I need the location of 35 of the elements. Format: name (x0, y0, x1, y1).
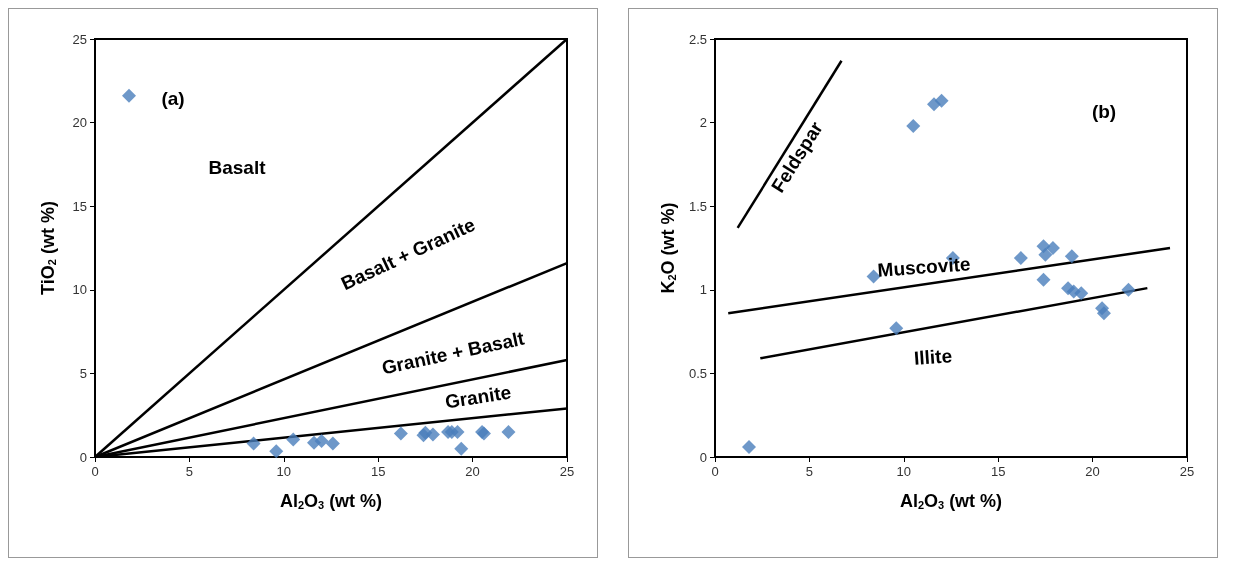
x-tick-label: 15 (370, 464, 386, 479)
y-tick-label: 1.5 (688, 198, 707, 214)
x-tick-label: 0 (91, 464, 99, 479)
x-tick-label: 20 (465, 464, 480, 479)
x-axis-title: Al2O3 (wt %) (279, 490, 383, 511)
y-tick-label: 25 (72, 31, 87, 47)
x-tick-label: 0 (711, 464, 719, 479)
y-tick-label: 20 (72, 115, 87, 131)
x-tick-label: 10 (896, 464, 912, 479)
x-tick-label: 15 (990, 464, 1006, 479)
y-tick-label: 1 (699, 282, 707, 298)
annotation: Illite (913, 345, 953, 369)
x-axis-title: Al2O3 (wt %) (899, 490, 1003, 511)
x-tick-label: 20 (1085, 464, 1100, 479)
y-tick-label: 0.5 (688, 365, 707, 381)
x-tick-label: 5 (805, 464, 814, 479)
y-tick-label: 0 (699, 449, 707, 465)
annotation: Granite + Basalt (379, 327, 527, 379)
x-tick-label: 25 (1179, 464, 1195, 479)
y-tick-label: 5 (79, 365, 87, 381)
y-axis-title: K2O (wt %) (657, 202, 678, 294)
y-tick-label: 10 (72, 282, 87, 298)
x-tick-label: 25 (559, 464, 575, 479)
annotation: (a) (161, 87, 185, 109)
x-tick-label: 5 (185, 464, 194, 479)
y-tick-label: 15 (72, 198, 87, 214)
y-axis-title: TiO2 (wt %) (37, 201, 58, 295)
annotation: Basalt (208, 156, 267, 178)
annotation: (b) (1091, 100, 1117, 122)
annotation: Granite (443, 381, 513, 413)
y-tick-label: 2 (699, 115, 707, 131)
x-tick-label: 10 (276, 464, 292, 479)
y-tick-label: 2.5 (688, 31, 707, 47)
annotation: Muscovite (876, 253, 972, 281)
y-tick-label: 0 (79, 449, 87, 465)
